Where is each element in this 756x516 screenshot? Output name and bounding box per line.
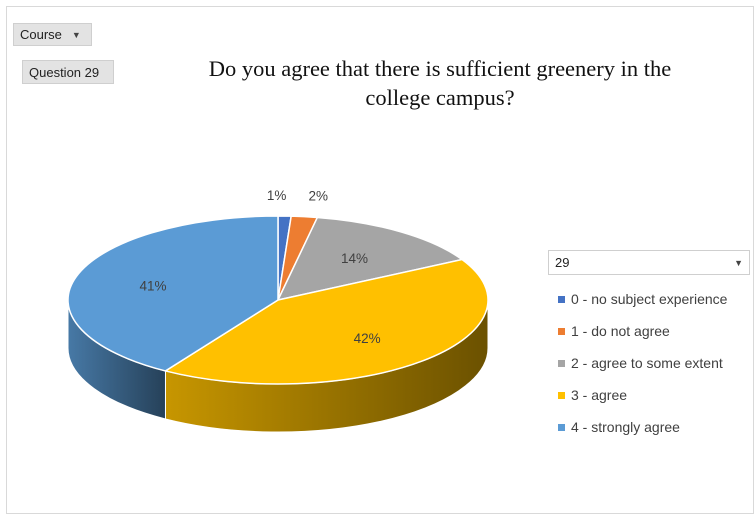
- legend-item: 2 - agree to some extent: [558, 347, 754, 379]
- question-field-label: Question 29: [29, 64, 100, 80]
- legend-label: 3 - agree: [571, 387, 628, 403]
- legend-item: 4 - strongly agree: [558, 411, 754, 443]
- legend-label: 0 - no subject experience: [571, 291, 728, 307]
- pie-data-label: 42%: [354, 331, 381, 346]
- chart-title: Do you agree that there is sufficient gr…: [150, 54, 730, 112]
- legend-label: 4 - strongly agree: [571, 419, 680, 435]
- legend-label: 1 - do not agree: [571, 323, 670, 339]
- legend-filter-dropdown[interactable]: 29 ▼: [548, 250, 750, 275]
- chart-legend: 0 - no subject experience 1 - do not agre…: [558, 283, 754, 443]
- pie-data-label: 1%: [267, 188, 287, 203]
- dropdown-arrow-icon: ▼: [734, 257, 743, 268]
- course-filter-label: Course: [20, 27, 62, 42]
- legend-item: 1 - do not agree: [558, 315, 754, 347]
- legend-item: 0 - no subject experience: [558, 283, 754, 315]
- legend-filter-label: 29: [555, 255, 570, 270]
- chart-title-line-2: college campus?: [365, 85, 515, 110]
- legend-swatch: [558, 391, 565, 399]
- pie-slice[interactable]: [276, 216, 464, 302]
- legend-swatch: [558, 359, 565, 367]
- legend-swatch: [558, 423, 565, 431]
- question-field-button[interactable]: Question 29: [22, 60, 114, 84]
- legend-swatch: [558, 295, 565, 303]
- legend-label: 2 - agree to some extent: [571, 355, 723, 371]
- pie-slice[interactable]: [67, 215, 279, 372]
- chart-title-line-1: Do you agree that there is sufficient gr…: [208, 56, 672, 81]
- course-filter-button[interactable]: Course ▼: [13, 23, 92, 46]
- dropdown-arrow-icon: ▼: [71, 29, 81, 40]
- legend-swatch: [558, 327, 565, 335]
- legend-item: 3 - agree: [558, 379, 754, 411]
- pie-slice[interactable]: [163, 258, 489, 385]
- pie-data-label: 14%: [341, 251, 368, 266]
- pie-data-label: 2%: [309, 189, 329, 204]
- pie-data-label: 41%: [139, 278, 166, 293]
